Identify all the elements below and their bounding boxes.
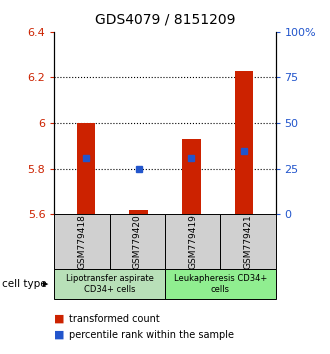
Text: cell type: cell type [2, 279, 46, 289]
Text: Leukapheresis CD34+
cells: Leukapheresis CD34+ cells [174, 274, 267, 294]
Bar [182, 139, 201, 214]
Bar [235, 70, 253, 214]
Text: GSM779418: GSM779418 [78, 214, 86, 269]
Text: GDS4079 / 8151209: GDS4079 / 8151209 [95, 12, 235, 27]
Text: transformed count: transformed count [69, 314, 160, 324]
Bar [77, 123, 95, 214]
Text: percentile rank within the sample: percentile rank within the sample [69, 330, 234, 339]
Bar [129, 210, 148, 214]
Text: Lipotransfer aspirate
CD34+ cells: Lipotransfer aspirate CD34+ cells [66, 274, 154, 294]
Text: ■: ■ [54, 314, 65, 324]
Text: GSM779419: GSM779419 [188, 214, 197, 269]
Text: ■: ■ [54, 330, 65, 339]
Text: GSM779421: GSM779421 [244, 214, 252, 269]
Text: GSM779420: GSM779420 [133, 214, 142, 269]
